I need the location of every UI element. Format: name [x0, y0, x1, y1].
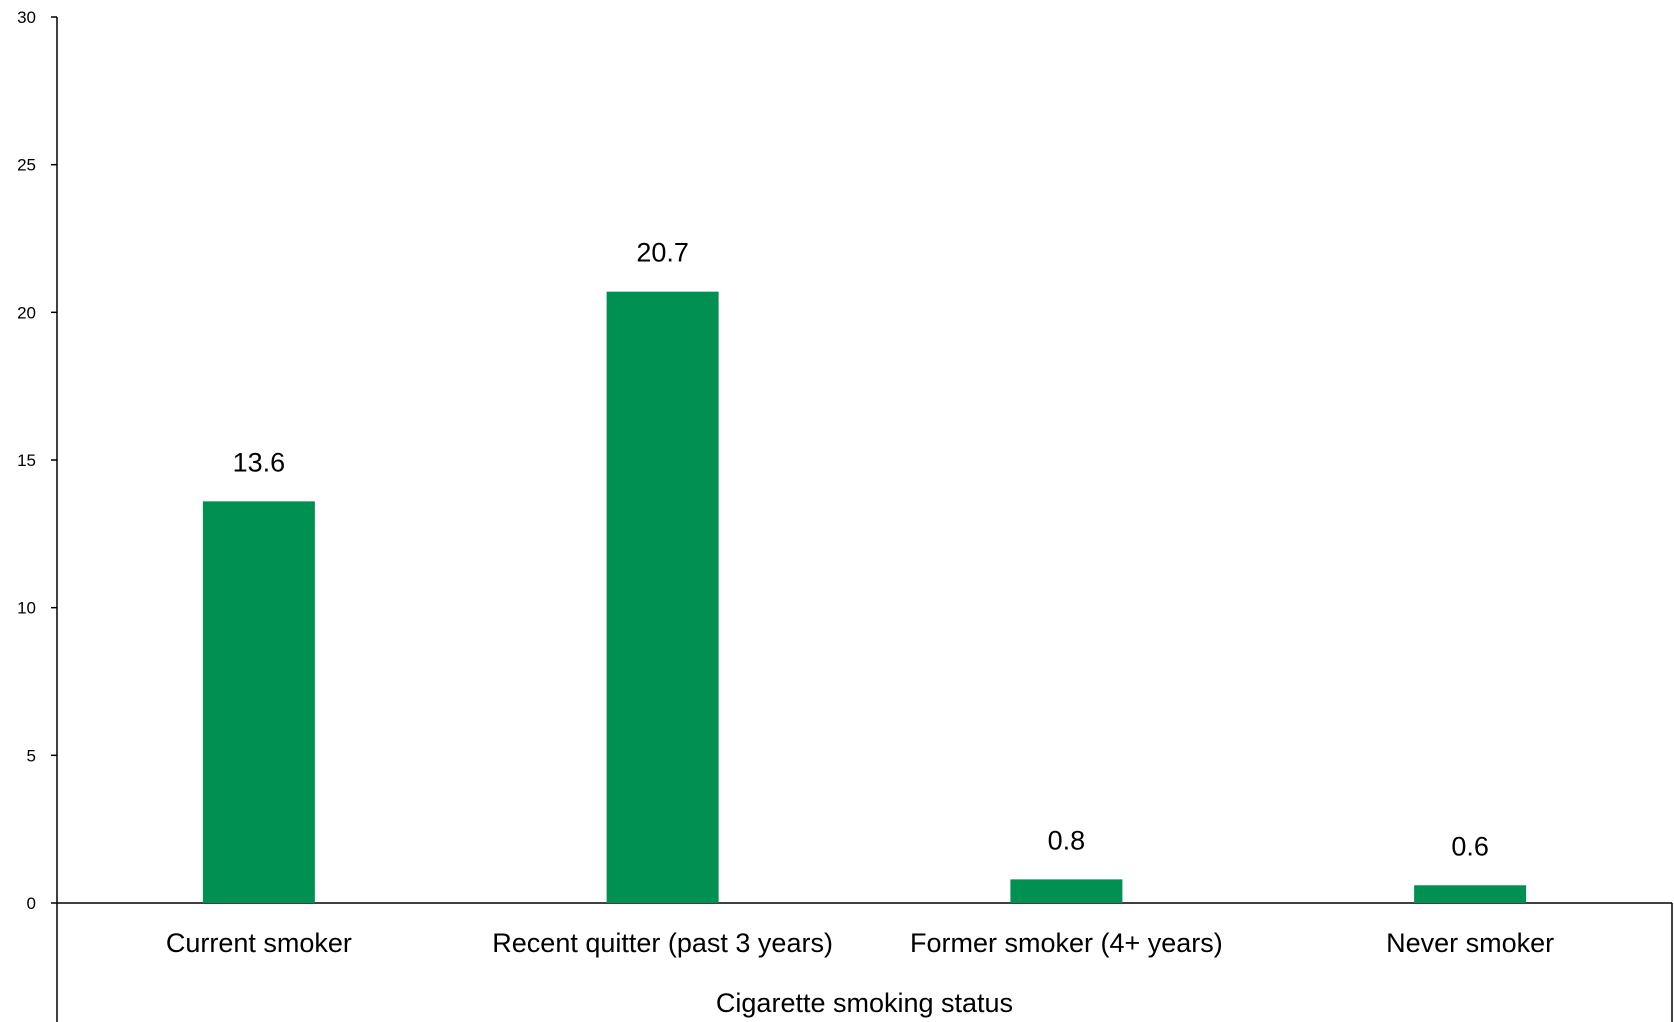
x-axis-title: Cigarette smoking status	[716, 988, 1013, 1018]
category-label: Never smoker	[1386, 928, 1554, 958]
category-label: Current smoker	[166, 928, 352, 958]
category-labels: Current smoker Recent quitter (past 3 yea…	[166, 928, 1554, 958]
data-label: 0.8	[1048, 825, 1086, 855]
category-label: Recent quitter (past 3 years)	[492, 928, 833, 958]
y-tick-label: 10	[17, 599, 36, 618]
y-tick-label: 30	[17, 8, 36, 27]
bars	[202, 291, 1527, 903]
y-axis: 0 5 10 15 20 25 30	[17, 8, 58, 1022]
data-label: 20.7	[636, 238, 689, 268]
y-tick-label: 15	[17, 451, 36, 470]
y-tick-label: 20	[17, 303, 36, 322]
data-labels: 13.6 20.7 0.8 0.6	[233, 238, 1489, 862]
x-axis	[57, 902, 1673, 1022]
y-tick-label: 25	[17, 156, 36, 175]
y-tick-label: 0	[27, 894, 36, 913]
data-label: 13.6	[233, 447, 286, 477]
bar	[606, 291, 719, 903]
bar	[202, 501, 315, 903]
data-label: 0.6	[1451, 831, 1489, 861]
category-label: Former smoker (4+ years)	[910, 928, 1223, 958]
y-tick-label: 5	[27, 746, 36, 765]
bar	[1414, 885, 1527, 903]
bar	[1010, 879, 1123, 903]
